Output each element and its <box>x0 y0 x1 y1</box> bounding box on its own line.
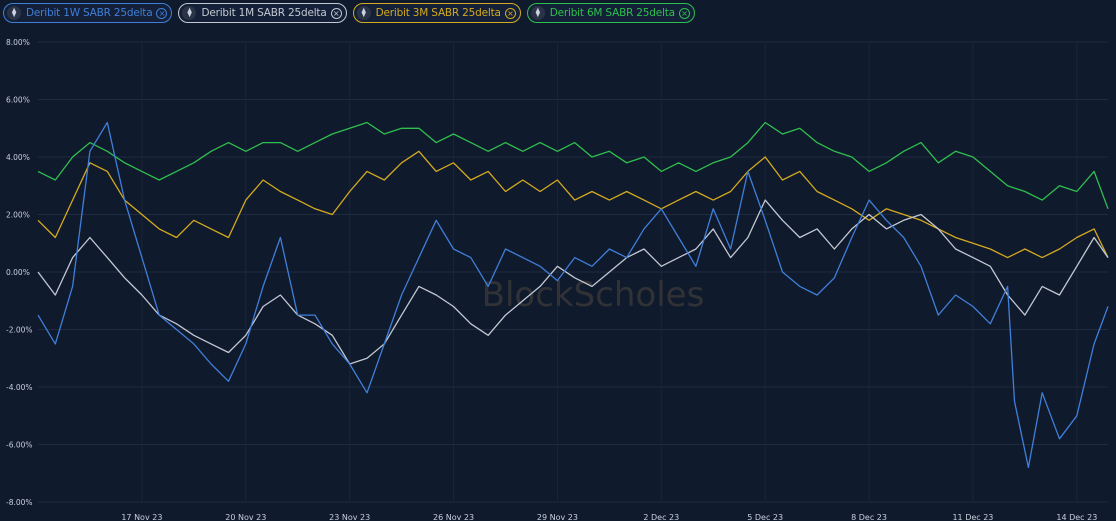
y-tick-label: 2.00% <box>6 211 30 220</box>
x-tick-label: 2 Dec 23 <box>643 513 679 521</box>
legend-item-3[interactable]: ⧫ Deribit 3M SABR 25delta × <box>352 3 521 23</box>
close-circle-icon[interactable]: × <box>678 7 690 19</box>
y-tick-label: -4.00% <box>6 383 33 392</box>
x-tick-label: 17 Nov 23 <box>121 513 162 521</box>
series-line-2 <box>37 199 1109 365</box>
x-tick-label: 29 Nov 23 <box>537 513 578 521</box>
x-tick-label: 8 Dec 23 <box>851 513 887 521</box>
legend-item-4[interactable]: ⧫ Deribit 6M SABR 25delta × <box>526 3 695 23</box>
x-tick-label: 11 Dec 23 <box>952 513 993 521</box>
series-line-4 <box>37 121 1109 210</box>
watermark: BlockScholes <box>482 275 705 315</box>
x-tick-label: 26 Nov 23 <box>433 513 474 521</box>
y-tick-label: 6.00% <box>6 96 30 105</box>
y-tick-label: -2.00% <box>6 326 33 335</box>
series-line-3 <box>37 150 1109 259</box>
y-tick-label: 8.00% <box>6 38 30 47</box>
legend-label: Deribit 6M SABR 25delta <box>549 7 675 19</box>
x-tick-label: 20 Nov 23 <box>225 513 266 521</box>
y-tick-label: -8.00% <box>6 498 33 507</box>
legend-label: Deribit 3M SABR 25delta <box>375 7 501 19</box>
x-tick-label: 14 Dec 23 <box>1056 513 1097 521</box>
legend: ⧫ Deribit 1W SABR 25delta × ⧫ Deribit 1M SAB… <box>3 3 695 23</box>
x-tick-label: 5 Dec 23 <box>747 513 783 521</box>
legend-label: Deribit 1M SABR 25delta <box>201 7 327 19</box>
ethereum-icon: ⧫ <box>356 6 371 20</box>
y-tick-label: 0.00% <box>6 268 30 277</box>
legend-label: Deribit 1W SABR 25delta <box>26 7 153 19</box>
y-tick-label: -6.00% <box>6 441 33 450</box>
legend-item-2[interactable]: ⧫ Deribit 1M SABR 25delta × <box>178 3 347 23</box>
series-line-1 <box>37 121 1109 469</box>
x-tick-label: 23 Nov 23 <box>329 513 370 521</box>
close-circle-icon[interactable]: × <box>330 7 342 19</box>
close-circle-icon[interactable]: × <box>156 7 168 19</box>
y-tick-label: 4.00% <box>6 153 30 162</box>
legend-item-1[interactable]: ⧫ Deribit 1W SABR 25delta × <box>3 3 173 23</box>
ethereum-icon: ⧫ <box>7 6 21 20</box>
ethereum-icon: ⧫ <box>182 6 197 20</box>
ethereum-icon: ⧫ <box>530 6 545 20</box>
close-circle-icon[interactable]: × <box>504 7 516 19</box>
